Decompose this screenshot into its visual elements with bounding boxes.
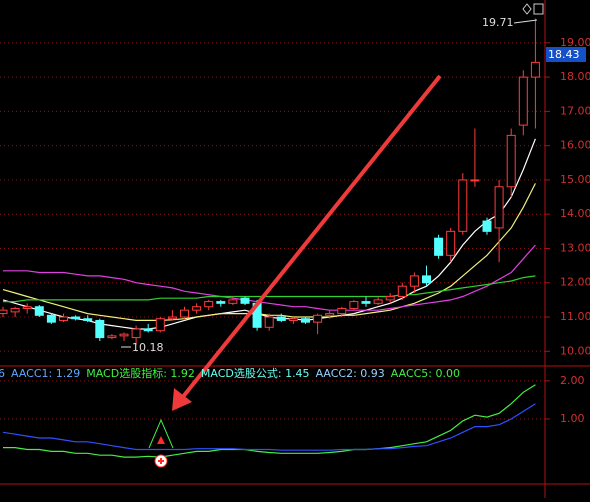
high-pointer — [513, 19, 538, 24]
signal-triangle — [148, 418, 174, 449]
candle-body — [240, 297, 250, 304]
legend-entry: MACD选股公式: 1.45 — [201, 367, 310, 380]
legend-entry: AACC5: 0.00 — [391, 367, 460, 380]
candle-body — [143, 328, 153, 332]
candle-body — [192, 306, 202, 311]
candle-body — [204, 301, 214, 308]
candle-body — [71, 316, 81, 320]
indicator-legend: 6 AACC1: 1.29 MACD选股指标: 1.92 MACD选股公式: 1.45… — [0, 366, 460, 380]
candle-body — [506, 134, 516, 188]
indicator-panel: 1.00 2.00 — [0, 374, 585, 458]
price-box — [546, 47, 586, 62]
indicator-line — [2, 403, 536, 451]
candle-body — [518, 76, 528, 126]
low-label: 10.18 — [132, 341, 164, 354]
y-tick-label: 14.00 — [560, 207, 590, 220]
y-tick-label: 1.00 — [560, 412, 585, 425]
candle-body — [397, 285, 407, 297]
signal-marker — [157, 436, 165, 444]
candle-body — [0, 309, 8, 315]
legend-entry: AACC2: 0.93 — [316, 367, 385, 380]
candle-body — [10, 307, 20, 313]
box-icon[interactable] — [533, 3, 544, 15]
candle-body — [119, 333, 129, 337]
candle-body — [276, 316, 286, 321]
candle-body — [180, 309, 189, 318]
y-tick-label: 13.00 — [560, 241, 590, 254]
candle-body — [264, 316, 274, 328]
candle-body — [288, 318, 298, 321]
legend-entry: MACD选股指标: 1.92 — [86, 366, 195, 380]
annotation-arrow — [172, 74, 442, 411]
y-tick-label: 17.00 — [560, 104, 590, 117]
y-tick-label: 12.00 — [560, 276, 590, 289]
indicator-line — [3, 384, 536, 458]
candle-body — [167, 316, 177, 320]
candle-body — [313, 314, 323, 323]
moving-average — [3, 244, 536, 311]
candle-body — [482, 220, 492, 232]
signal-plus — [158, 458, 164, 464]
candle-body — [458, 179, 468, 232]
price-panel: 10.00 11.00 12.00 13.00 14.00 15.00 16.00 17.00… — [0, 18, 590, 357]
y-tick-label: 15.00 — [560, 173, 590, 186]
legend-entry: AACC1: 1.29 — [11, 367, 80, 380]
candle-body — [59, 316, 68, 321]
candle-body — [155, 318, 165, 332]
diamond-icon[interactable] — [522, 3, 532, 15]
candle-body — [337, 307, 347, 315]
moving-average — [3, 275, 536, 303]
candle-body — [409, 275, 419, 287]
candle-body — [530, 61, 540, 78]
candle-body — [228, 299, 238, 304]
candle-body — [434, 237, 444, 256]
high-label: 19.71 — [482, 16, 514, 29]
y-tick-label: 18.00 — [560, 70, 590, 83]
candle-body — [107, 335, 117, 339]
y-tick-label: 16.00 — [560, 139, 590, 152]
candle-body — [349, 301, 359, 309]
candle-body — [131, 328, 141, 339]
candle-body — [361, 301, 371, 304]
y-tick-label: 11.00 — [560, 310, 590, 323]
y-tick-label: 19.00 — [560, 36, 590, 49]
candle-body — [494, 186, 504, 229]
last-price-label: 18.43 — [548, 48, 580, 61]
candle-body — [22, 306, 32, 309]
candle-body — [216, 301, 226, 304]
candle-body — [325, 313, 335, 316]
candle-body — [422, 275, 431, 284]
candle-body — [470, 179, 480, 182]
candle-body — [34, 306, 44, 316]
candle-body — [373, 299, 383, 304]
candle-body — [446, 230, 456, 256]
candle-body — [301, 318, 310, 323]
candle-body — [83, 318, 93, 321]
candle-body — [46, 314, 56, 323]
candle-body — [95, 319, 105, 339]
candle-body — [385, 295, 395, 301]
y-tick-label: 10.00 — [560, 344, 590, 357]
legend-entry: 6 — [0, 367, 5, 380]
y-tick-label: 2.00 — [560, 374, 585, 387]
